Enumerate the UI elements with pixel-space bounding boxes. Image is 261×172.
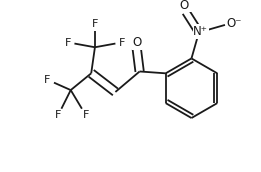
Text: F: F xyxy=(92,19,98,29)
Text: O⁻: O⁻ xyxy=(227,17,242,30)
Text: O: O xyxy=(132,36,141,49)
Text: N⁺: N⁺ xyxy=(193,25,208,38)
Text: F: F xyxy=(44,75,51,85)
Text: F: F xyxy=(65,38,71,48)
Text: F: F xyxy=(55,110,61,120)
Text: O: O xyxy=(179,0,189,12)
Text: F: F xyxy=(119,38,125,48)
Text: F: F xyxy=(83,110,90,120)
